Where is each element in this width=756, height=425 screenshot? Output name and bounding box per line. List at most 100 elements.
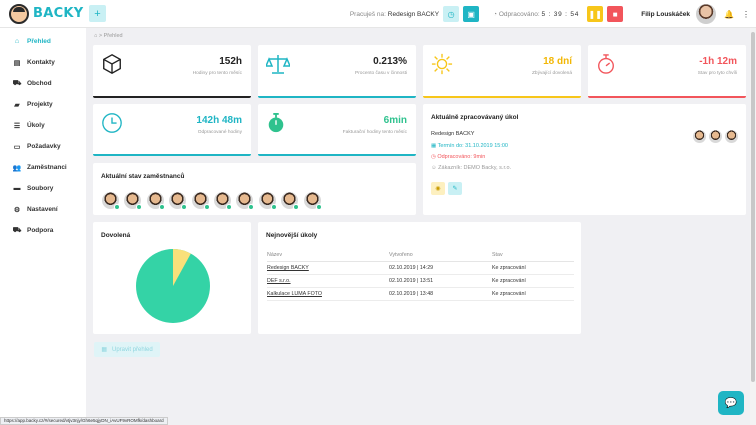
bell-icon[interactable]: 🔔 <box>724 9 734 19</box>
folder-icon: ▬ <box>13 185 21 192</box>
quick-add-button[interactable]: + <box>89 5 106 22</box>
user-name[interactable]: Filip Louskáček <box>641 10 690 18</box>
working-on-task: Redesign BACKY <box>387 10 440 18</box>
task-assignees <box>690 130 738 143</box>
breadcrumb-current: Přehled <box>103 33 123 39</box>
stat-card-worked-hours: 142h 48m Odpracované hodiny <box>93 104 251 156</box>
employee-avatar[interactable] <box>213 192 232 210</box>
edit-dashboard-button[interactable]: ▦ Upravit přehled <box>94 342 160 357</box>
chat-icon: 💬 <box>724 397 738 409</box>
online-status-dot <box>158 204 165 210</box>
stop-task-button[interactable]: ▣ <box>463 6 480 22</box>
employee-avatar[interactable] <box>258 192 277 210</box>
table-row: Kalkulace LUMA FOTO 02.10.2019 | 13:48 K… <box>267 287 574 301</box>
employee-avatar[interactable] <box>102 192 120 210</box>
stat-card-billable-hours: 6min Fakturační hodiny tento měsíc <box>258 104 416 156</box>
online-status-dot <box>225 204 232 210</box>
stat-card-vacation-days: 18 dní Zbývající dovolená <box>423 45 581 98</box>
employee-avatar[interactable] <box>303 192 322 210</box>
table-row: DEF s.r.o. 02.10.2019 | 13:51 Ke zpracov… <box>267 274 574 288</box>
stat-label: Hodiny pro tento měsíc <box>192 71 242 76</box>
view-task-button[interactable]: ◉ <box>431 182 445 195</box>
pencil-icon: ✎ <box>452 186 458 192</box>
home-icon[interactable]: ⌂ <box>94 33 98 39</box>
task-name-link[interactable]: Redesign BACKY <box>267 261 389 275</box>
sidebar-item-projekty[interactable]: ▰ Projekty <box>0 94 86 115</box>
box-icon <box>103 54 121 74</box>
employee-avatar[interactable] <box>146 192 165 210</box>
stopwatch-icon <box>598 54 614 74</box>
assignee-avatar[interactable] <box>725 130 738 143</box>
chat-support-button[interactable]: 💬 <box>718 391 744 415</box>
task-status: Ke zpracování <box>492 287 574 301</box>
stat-label: Stav pro tyto chvíli <box>697 71 737 76</box>
stopwatch-icon: ◔ <box>493 10 498 18</box>
employee-avatar[interactable] <box>169 192 188 210</box>
assignee-avatar[interactable] <box>709 130 722 143</box>
current-task-name[interactable]: Redesign BACKY <box>431 131 475 137</box>
pause-button[interactable]: ❚❚ <box>587 6 604 22</box>
employees-card: Aktuální stav zaměstnanců <box>93 163 416 215</box>
online-status-dot <box>181 204 188 210</box>
sidebar-item-nastaveni[interactable]: ⚙ Nastavení <box>0 199 86 220</box>
stat-card-time-balance: -1h 12m Stav pro tyto chvíli <box>588 45 746 98</box>
stat-label: Fakturační hodiny tento měsíc <box>342 130 407 135</box>
clock-icon: ◷ <box>447 9 455 19</box>
status-bar-url: https://app.backy.cz/#/secured/vtjv3njy/… <box>0 417 168 425</box>
user-icon: ☺ <box>431 165 437 171</box>
square-icon: ▣ <box>467 9 475 19</box>
stop-icon: ■ <box>612 9 618 19</box>
sidebar-item-pozadavky[interactable]: ▭ Požadavky <box>0 136 86 157</box>
task-created: 02.10.2019 | 14:29 <box>389 261 492 275</box>
column-header[interactable]: Vytvořeno <box>389 249 492 262</box>
assignee-avatar[interactable] <box>693 130 706 143</box>
stat-value: 18 dní <box>543 56 572 67</box>
sidebar-item-obchod[interactable]: ⛟ Obchod <box>0 73 86 94</box>
task-name-link[interactable]: Kalkulace LUMA FOTO <box>267 287 389 301</box>
sidebar-item-label: Nastavení <box>27 206 58 213</box>
sidebar-item-label: Přehled <box>27 38 51 45</box>
sidebar-item-podpora[interactable]: ⛟ Podpora <box>0 220 86 241</box>
more-vertical-icon[interactable]: ⋮ <box>742 9 750 19</box>
employee-avatars <box>102 192 326 210</box>
timer-filled-icon <box>268 113 284 133</box>
app-name: BACKY <box>33 6 84 21</box>
employee-avatar[interactable] <box>281 192 300 210</box>
stat-value: 152h <box>219 56 242 67</box>
column-header[interactable]: Stav <box>492 249 574 262</box>
grid-icon: ▦ <box>101 347 107 353</box>
sidebar-item-soubory[interactable]: ▬ Soubory <box>0 178 86 199</box>
scrollbar-thumb[interactable] <box>751 32 755 382</box>
gear-icon: ⚙ <box>13 206 21 214</box>
online-status-dot <box>248 204 255 210</box>
sidebar-item-label: Požadavky <box>27 143 61 150</box>
sidebar-item-zamestnanci[interactable]: 👥 Zaměstnanci <box>0 157 86 178</box>
employee-avatar[interactable] <box>124 192 143 210</box>
online-status-dot <box>293 204 300 210</box>
scrollbar[interactable] <box>750 28 756 425</box>
edit-task-button[interactable]: ✎ <box>448 182 462 195</box>
task-status: Ke zpracování <box>492 261 574 275</box>
sidebar-item-prehled[interactable]: ⌂ Přehled <box>0 31 86 52</box>
sidebar-item-label: Obchod <box>27 80 52 87</box>
logo[interactable]: BACKY <box>0 3 86 24</box>
working-on: Pracuješ na: Redesign BACKY <box>350 11 439 18</box>
timer-button[interactable]: ◷ <box>443 6 460 22</box>
task-name-link[interactable]: DEF s.r.o. <box>267 274 389 288</box>
stop-button[interactable]: ■ <box>607 6 624 22</box>
online-status-dot <box>315 204 322 210</box>
eye-icon: ◉ <box>435 186 441 192</box>
user-avatar[interactable] <box>696 4 716 24</box>
column-header[interactable]: Název <box>267 249 389 262</box>
online-status-dot <box>203 204 210 210</box>
sidebar-item-kontakty[interactable]: ▤ Kontakty <box>0 52 86 73</box>
cart-icon: ⛟ <box>12 80 22 87</box>
sidebar-item-ukoly[interactable]: ☰ Úkoly <box>0 115 86 136</box>
employee-avatar[interactable] <box>236 192 255 210</box>
stat-value: -1h 12m <box>699 56 737 67</box>
sidebar-item-label: Projekty <box>27 101 53 108</box>
employee-avatar[interactable] <box>191 192 210 210</box>
stat-label: Zbývající dovolená <box>532 71 572 76</box>
users-icon: 👥 <box>12 164 22 172</box>
sidebar-item-label: Úkoly <box>27 122 45 129</box>
